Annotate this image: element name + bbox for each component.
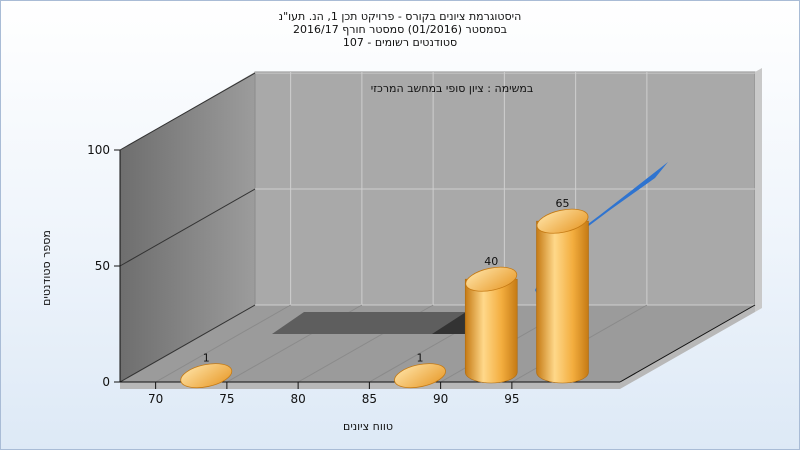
x-tick-label: 90 [433, 392, 448, 406]
bar-value-label: 1 [417, 352, 424, 365]
floor-shadow [272, 312, 486, 334]
y-tick-label: 100 [87, 143, 110, 157]
bars: 1 1 40 65 [180, 197, 589, 389]
grid-line-side [119, 304, 256, 383]
floor-grid-line [155, 304, 291, 383]
x-tick-label: 85 [362, 392, 377, 406]
bar-value-label: 65 [556, 197, 570, 210]
distribution-curve [535, 162, 668, 300]
title-line-1: היסטוגרמת ציונים בקורס - פרויקט תכן 1, ה… [278, 10, 522, 23]
y-tick-label: 0 [102, 375, 110, 389]
x-ticks: 70 75 80 85 90 95 [148, 382, 520, 406]
x-tick-label: 95 [504, 392, 519, 406]
x-tick-label: 80 [290, 392, 305, 406]
bar-value-label: 40 [484, 255, 498, 268]
bar-body [464, 278, 518, 384]
grid-line-side [119, 188, 256, 267]
title-line-2: בסמסטר (01/2016) סמסטר חורף 2016/17 [293, 23, 507, 36]
y-axis-title: מספר סטודנטים [40, 230, 53, 306]
grid-line-side [119, 72, 256, 151]
grid-lines [119, 72, 756, 383]
floor-right-edge [619, 304, 756, 383]
chart-subtitle: במשימה : ציון סופי במחשב המרכזי [371, 82, 534, 95]
x-tick-label: 70 [148, 392, 163, 406]
bar-body [536, 220, 589, 384]
x-tick-label: 75 [219, 392, 234, 406]
bar-top [180, 363, 233, 389]
bar: 1 [180, 352, 233, 389]
title-line-3: סטודנטים רשומים - 107 [342, 36, 458, 49]
bar-value-label: 1 [203, 352, 210, 365]
bar-top [394, 363, 446, 389]
y-tick-label: 50 [95, 259, 110, 273]
y-ticks: 0 50 100 [87, 143, 120, 389]
bar: 40 [464, 255, 518, 384]
bar: 1 [394, 352, 446, 389]
right-edge [755, 68, 762, 312]
bar-top [465, 266, 518, 292]
chart-titles: היסטוגרמת ציונים בקורס - פרויקט תכן 1, ה… [0, 10, 800, 49]
bar: 65 [536, 197, 589, 384]
x-axis-title: טווח ציונים [343, 420, 393, 433]
bar-top [536, 208, 589, 234]
